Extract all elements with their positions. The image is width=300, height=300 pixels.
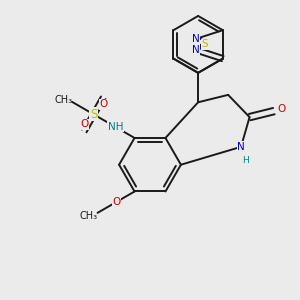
Text: O: O (112, 197, 121, 207)
Text: O: O (99, 99, 107, 109)
Text: CH₃: CH₃ (55, 95, 73, 105)
Text: CH₃: CH₃ (80, 211, 98, 221)
Text: O: O (80, 119, 88, 130)
Text: H: H (242, 156, 249, 165)
Text: N: N (192, 34, 200, 44)
Text: NH: NH (108, 122, 123, 132)
Text: N: N (237, 142, 245, 152)
Text: S: S (90, 108, 98, 121)
Text: O: O (277, 104, 285, 114)
Text: S: S (201, 39, 208, 50)
Text: N: N (192, 45, 200, 55)
